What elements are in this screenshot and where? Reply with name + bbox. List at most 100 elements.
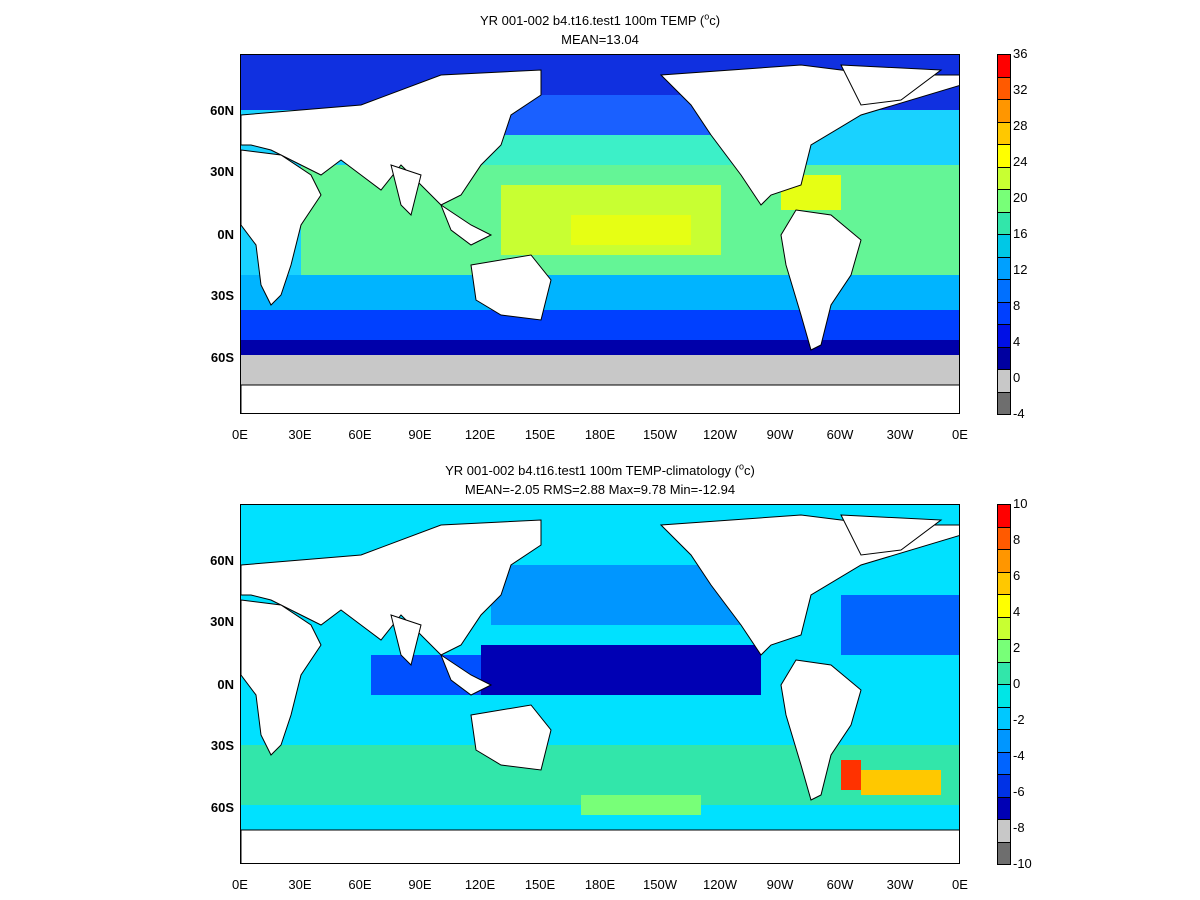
colorbar-label: 10	[1013, 496, 1028, 511]
panel-2-map	[240, 504, 960, 864]
colorbar-label: 28	[1013, 118, 1028, 133]
panel-2-land-australia	[470, 704, 552, 771]
panel-2-land-greenland	[840, 514, 943, 556]
panel-2-title: YR 001-002 b4.t16.test1 100m TEMP-climat…	[240, 458, 960, 499]
colorbar-label: 0	[1013, 370, 1021, 385]
panel-2-lon-tick: 60W	[826, 877, 854, 892]
panel-2-title-main: YR 001-002 b4.t16.test1 100m TEMP-climat…	[445, 462, 755, 479]
colorbar-label: 4	[1013, 334, 1021, 349]
colorbar-label: 0	[1013, 676, 1021, 691]
colorbar-label: 20	[1013, 190, 1028, 205]
colorbar-segment	[997, 189, 1011, 213]
colorbar-label: 36	[1013, 46, 1028, 61]
colorbar-segment	[997, 616, 1011, 640]
colorbar-segment	[997, 391, 1011, 415]
colorbar-segment	[997, 796, 1011, 820]
colorbar-label: -6	[1013, 784, 1025, 799]
colorbar-segment	[997, 526, 1011, 550]
colorbar-segment	[997, 504, 1011, 528]
colorbar-segment	[997, 706, 1011, 730]
panel-1-lon-tick: 120W	[703, 427, 737, 442]
panel-1-lon-tick: 0E	[952, 427, 968, 442]
colorbar-label: 4	[1013, 604, 1021, 619]
panel-1-lat-tick-30s: 30S	[210, 288, 234, 303]
colorbar-segment	[997, 99, 1011, 123]
panel-2-land-se-asia	[439, 653, 493, 696]
colorbar-segment	[997, 211, 1011, 235]
panel-2-lon-tick: 0E	[232, 877, 248, 892]
colorbar-label: 6	[1013, 568, 1021, 583]
colorbar-segment	[997, 661, 1011, 685]
panel-2-land-antarctica	[241, 829, 959, 863]
panel-1-land-antarctica	[241, 384, 959, 413]
panel-1-lon-tick: 180E	[584, 427, 616, 442]
panel-1-lat-tick-60n: 60N	[210, 103, 234, 118]
panel-1-lon-tick: 120E	[464, 427, 496, 442]
colorbar-segment	[997, 639, 1011, 663]
colorbar-segment	[997, 166, 1011, 190]
colorbar-segment	[997, 571, 1011, 595]
panel-2-lon-tick: 120W	[703, 877, 737, 892]
colorbar-segment	[997, 594, 1011, 618]
colorbar-segment	[997, 234, 1011, 258]
colorbar-segment	[997, 76, 1011, 100]
colorbar-segment	[997, 819, 1011, 843]
panel-1-lat-tick-60s: 60S	[210, 350, 234, 365]
panel-1-title-main: YR 001-002 b4.t16.test1 100m TEMP (oc)	[479, 12, 721, 29]
panel-1-land-se-asia	[439, 203, 493, 246]
colorbar-label: -4	[1013, 748, 1025, 763]
panel-2-lat-tick-0n: 0N	[217, 677, 234, 692]
panel-2-south-warm	[581, 795, 701, 815]
panel-2-lat-tick-30s: 30S	[210, 738, 234, 753]
panel-2-atl-anom	[841, 595, 959, 655]
panel-1-land-south-america	[780, 209, 862, 351]
panel-2-lat-tick-30n: 30N	[210, 614, 234, 629]
panel-1-lon-tick: 30W	[886, 427, 914, 442]
panel-2-lon-tick: 90E	[408, 877, 432, 892]
panel-1-land-australia	[470, 254, 552, 321]
colorbar-label: 24	[1013, 154, 1028, 169]
panel-1-lon-tick: 60E	[348, 427, 372, 442]
panel-1-lon-tick: 60W	[826, 427, 854, 442]
panel-2-subtitle: MEAN=-2.05 RMS=2.88 Max=9.78 Min=-12.94	[464, 482, 736, 498]
colorbar-label: -2	[1013, 712, 1025, 727]
colorbar-segment	[997, 144, 1011, 168]
panel-2-lon-tick: 180E	[584, 877, 616, 892]
panel-1-warm-core	[571, 215, 691, 245]
panel-1-land-africa	[241, 149, 322, 306]
panel-1-lon-tick: 90W	[766, 427, 794, 442]
panel-1-south-mid	[241, 275, 959, 310]
panel-1-subtitle: MEAN=13.04	[561, 32, 639, 48]
colorbar-segment	[997, 301, 1011, 325]
panel-1-lon-tick: 90E	[408, 427, 432, 442]
colorbar-label: -10	[1013, 856, 1032, 871]
colorbar-label: 2	[1013, 640, 1021, 655]
panel-2-lon-tick: 90W	[766, 877, 794, 892]
colorbar-segment	[997, 751, 1011, 775]
panel-2-lon-tick: 150E	[524, 877, 556, 892]
panel-2-land-africa	[241, 599, 322, 756]
colorbar-label: 8	[1013, 532, 1021, 547]
colorbar-segment	[997, 121, 1011, 145]
colorbar-segment	[997, 346, 1011, 370]
panel-2-lon-tick: 120E	[464, 877, 496, 892]
panel-1-lon-tick: 0E	[232, 427, 248, 442]
panel-1-lon-tick: 30E	[288, 427, 312, 442]
panel-2-lon-tick: 0E	[952, 877, 968, 892]
panel-1-land-greenland	[840, 64, 943, 106]
panel-1-lon-tick: 150E	[524, 427, 556, 442]
panel-2-lon-tick: 150W	[643, 877, 677, 892]
colorbar-segment	[997, 549, 1011, 573]
colorbar-segment	[997, 774, 1011, 798]
panel-1-land-india	[390, 164, 422, 216]
colorbar-label: 32	[1013, 82, 1028, 97]
colorbar-segment	[997, 324, 1011, 348]
colorbar-label: 8	[1013, 298, 1021, 313]
panel-2-land-south-america	[780, 659, 862, 801]
panel-2-lon-tick: 30E	[288, 877, 312, 892]
panel-2-lon-tick: 30W	[886, 877, 914, 892]
colorbar-segment	[997, 369, 1011, 393]
colorbar-label: -8	[1013, 820, 1025, 835]
panel-1-lon-tick: 150W	[643, 427, 677, 442]
colorbar-segment	[997, 841, 1011, 865]
